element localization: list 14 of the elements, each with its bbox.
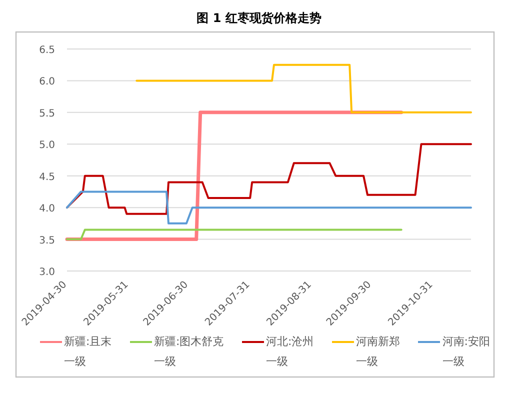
y-tick-label: 6.0 (39, 76, 55, 88)
y-tick-label: 4.0 (39, 204, 55, 215)
legend-label: 新疆:且末一级 (64, 334, 112, 370)
y-tick-label: 3.0 (39, 267, 55, 278)
y-tick-label: 4.5 (39, 172, 55, 183)
chart-title: 图 1 红枣现货价格走势 (196, 11, 322, 25)
y-tick-label: 3.5 (39, 235, 55, 246)
y-tick-label: 6.5 (39, 45, 55, 56)
legend-label: 河北:沧州一级 (266, 334, 314, 370)
legend-label: 河南新郑一级 (356, 334, 400, 370)
y-tick-label: 5.5 (39, 108, 55, 120)
y-tick-label: 5.0 (39, 140, 55, 152)
legend-label: 河南:安阳一级 (442, 334, 490, 370)
legend-label: 新疆:图木舒克一级 (154, 334, 224, 370)
